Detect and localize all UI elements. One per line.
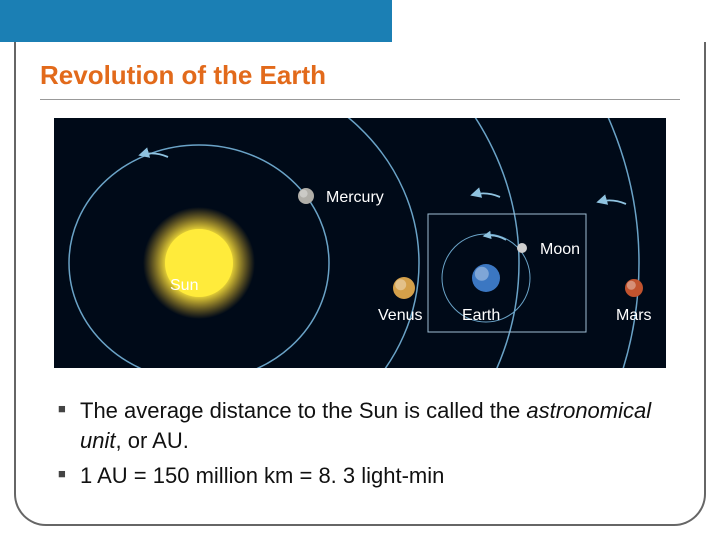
bullet-1: The average distance to the Sun is calle…	[58, 396, 680, 455]
bullet-1-post: , or AU.	[115, 428, 188, 453]
label-moon: Moon	[540, 241, 580, 258]
planet-mercury	[298, 188, 314, 204]
slide: Revolution of the Earth Sun Mercury Venus E…	[0, 0, 720, 540]
label-earth: Earth	[462, 307, 500, 324]
label-mars: Mars	[616, 307, 652, 324]
planet-earth	[472, 264, 500, 292]
bullet-2: 1 AU = 150 million km = 8. 3 light-min	[58, 461, 680, 491]
slide-title: Revolution of the Earth	[40, 60, 680, 91]
planet-mars	[625, 279, 643, 297]
header-bar	[0, 0, 392, 42]
moon-icon	[517, 243, 527, 253]
title-underline	[40, 99, 680, 100]
label-sun: Sun	[170, 277, 198, 294]
bullet-2-pre: 1 AU = 150 million km = 8. 3 light-min	[80, 463, 444, 488]
bullet-list: The average distance to the Sun is calle…	[40, 396, 680, 491]
planet-venus	[393, 277, 415, 299]
label-venus: Venus	[378, 307, 422, 324]
diagram-svg: Sun Mercury Venus Earth Mars Moon	[54, 118, 666, 368]
bullet-1-pre: The average distance to the Sun is calle…	[80, 398, 526, 423]
content-frame: Revolution of the Earth Sun Mercury Venus E…	[14, 42, 706, 526]
solar-system-diagram: Sun Mercury Venus Earth Mars Moon	[54, 118, 666, 368]
label-mercury: Mercury	[326, 189, 384, 206]
